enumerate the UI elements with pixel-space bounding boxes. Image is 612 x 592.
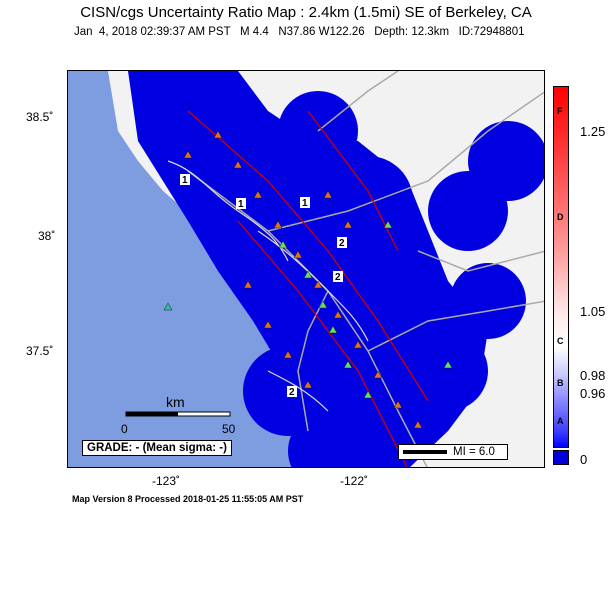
colorbar-tick: 0.96 bbox=[580, 386, 606, 401]
scale-bar-graphic bbox=[125, 411, 231, 417]
event-info: Jan 4, 2018 02:39:37 AM PST M 4.4 N37.86… bbox=[74, 26, 525, 38]
colorbar-base bbox=[553, 450, 569, 465]
scale-unit: km bbox=[166, 394, 185, 410]
colorbar-tick: 1.05 bbox=[580, 304, 606, 319]
colorbar-tick: 0 bbox=[580, 452, 588, 467]
grade-letter-f: F bbox=[557, 106, 563, 116]
mi-line bbox=[403, 449, 447, 454]
lat-tick-38: 38˚ bbox=[38, 229, 56, 243]
grade-label: GRADE: - (Mean sigma: -) bbox=[82, 440, 232, 456]
lat-tick-37-5: 37.5˚ bbox=[26, 344, 54, 358]
scale-start: 0 bbox=[121, 422, 128, 436]
lat-tick-38-5: 38.5˚ bbox=[26, 110, 54, 124]
contour-label: 2 bbox=[339, 238, 345, 249]
colorbar-tick: 1.25 bbox=[580, 124, 606, 139]
grade-letter-d: D bbox=[557, 212, 564, 222]
mi-label: MI = 6.0 bbox=[453, 446, 495, 458]
lon-tick-123: -123˚ bbox=[152, 474, 181, 488]
contour-label: 2 bbox=[335, 272, 341, 283]
colorbar bbox=[553, 86, 569, 448]
grade-letter-a: A bbox=[557, 416, 564, 426]
contour-label: 1 bbox=[182, 175, 188, 186]
uncertainty-map[interactable]: 1 1 1 2 2 2 bbox=[67, 70, 545, 468]
colorbar-tick: 0.98 bbox=[580, 368, 606, 383]
map-canvas: 1 1 1 2 2 2 bbox=[108, 71, 544, 467]
grade-letter-b: B bbox=[557, 378, 564, 388]
grade-letter-c: C bbox=[557, 336, 564, 346]
map-footer: Map Version 8 Processed 2018-01-25 11:55… bbox=[72, 494, 304, 504]
contour-label: 2 bbox=[289, 387, 295, 398]
scale-end: 50 bbox=[222, 422, 236, 436]
map-title: CISN/cgs Uncertainty Ratio Map : 2.4km (… bbox=[80, 4, 532, 21]
contour-label: 1 bbox=[302, 198, 308, 209]
contour-label: 1 bbox=[238, 199, 244, 210]
lon-tick-122: -122˚ bbox=[340, 474, 369, 488]
mi-legend: MI = 6.0 bbox=[398, 444, 508, 460]
